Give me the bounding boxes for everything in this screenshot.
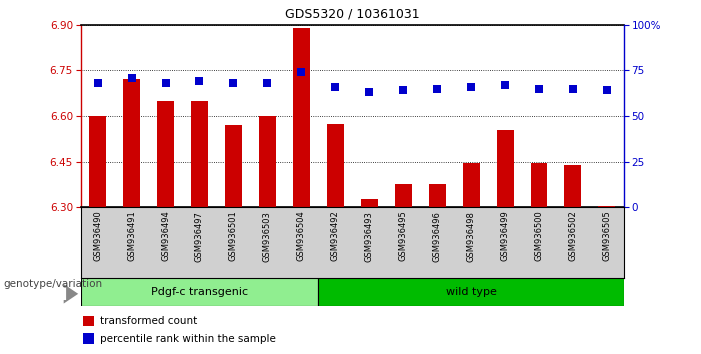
Text: genotype/variation: genotype/variation xyxy=(4,279,102,289)
Text: GSM936495: GSM936495 xyxy=(399,211,408,261)
Bar xyxy=(428,184,446,207)
Text: GSM936505: GSM936505 xyxy=(602,211,611,261)
Text: transformed count: transformed count xyxy=(100,316,197,326)
Point xyxy=(533,86,545,91)
Text: GSM936502: GSM936502 xyxy=(569,211,578,261)
Bar xyxy=(225,125,242,207)
Point xyxy=(126,75,137,80)
FancyArrow shape xyxy=(64,284,79,304)
Text: GSM936491: GSM936491 xyxy=(127,211,136,261)
Text: Pdgf-c transgenic: Pdgf-c transgenic xyxy=(151,287,248,297)
Text: GSM936493: GSM936493 xyxy=(365,211,374,262)
Bar xyxy=(123,80,140,207)
Bar xyxy=(599,206,615,207)
Text: percentile rank within the sample: percentile rank within the sample xyxy=(100,334,275,344)
Text: GSM936490: GSM936490 xyxy=(93,211,102,261)
Point xyxy=(92,80,103,86)
Bar xyxy=(89,116,106,207)
Point xyxy=(601,87,613,93)
Bar xyxy=(564,165,581,207)
Point xyxy=(364,90,375,95)
Bar xyxy=(463,163,479,207)
Point xyxy=(499,82,510,88)
Point xyxy=(465,84,477,90)
Point xyxy=(296,69,307,75)
Text: GSM936501: GSM936501 xyxy=(229,211,238,261)
Text: GSM936492: GSM936492 xyxy=(331,211,340,261)
Text: GSM936494: GSM936494 xyxy=(161,211,170,261)
Bar xyxy=(83,333,94,344)
Bar xyxy=(157,101,174,207)
Point xyxy=(329,84,341,90)
Bar xyxy=(293,28,310,207)
Text: GSM936500: GSM936500 xyxy=(534,211,543,261)
Bar xyxy=(83,316,94,326)
Bar xyxy=(327,124,343,207)
Text: GSM936503: GSM936503 xyxy=(263,211,272,262)
Point xyxy=(194,79,205,84)
Text: GSM936498: GSM936498 xyxy=(467,211,475,262)
Text: GDS5320 / 10361031: GDS5320 / 10361031 xyxy=(285,7,420,20)
Bar xyxy=(259,116,276,207)
Text: GSM936504: GSM936504 xyxy=(297,211,306,261)
Bar xyxy=(395,184,411,207)
Point xyxy=(432,86,443,91)
Bar xyxy=(496,130,514,207)
Point xyxy=(397,87,409,93)
Point xyxy=(160,80,171,86)
Text: wild type: wild type xyxy=(446,287,496,297)
Point xyxy=(567,86,578,91)
Point xyxy=(261,80,273,86)
Point xyxy=(228,80,239,86)
Text: GSM936496: GSM936496 xyxy=(433,211,442,262)
Bar xyxy=(191,101,208,207)
Bar xyxy=(81,278,318,306)
Bar xyxy=(361,200,378,207)
Bar xyxy=(318,278,624,306)
Text: GSM936497: GSM936497 xyxy=(195,211,204,262)
Bar xyxy=(531,163,547,207)
Text: GSM936499: GSM936499 xyxy=(501,211,510,261)
